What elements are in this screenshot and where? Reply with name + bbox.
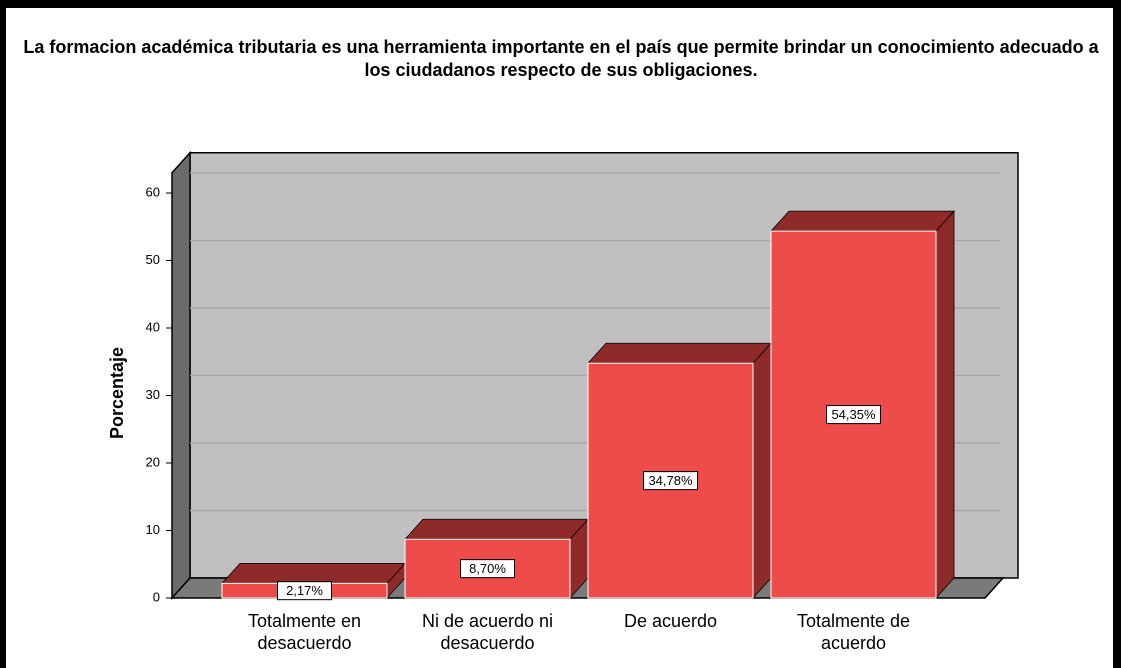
- value-label-box: [277, 581, 332, 601]
- bar-side: [752, 342, 772, 600]
- y-tick-label: 20: [146, 454, 160, 469]
- value-label: 34,78%: [648, 473, 693, 488]
- x-tick-label: Totalmente de acuerdo: [796, 611, 911, 653]
- y-axis-label: Porcentaje: [107, 347, 127, 439]
- y-tick-label: 30: [146, 387, 160, 402]
- value-label: 8,70%: [469, 561, 506, 576]
- y-tick-label: 40: [146, 319, 160, 334]
- bar-top: [404, 518, 589, 540]
- value-label-box: [460, 559, 515, 579]
- y-tick-label: 50: [146, 252, 160, 267]
- value-label: 2,17%: [286, 583, 323, 598]
- bar-side: [935, 210, 955, 600]
- chart-title: La formacion académica tributaria es una…: [23, 37, 1099, 80]
- bar-top: [587, 342, 772, 364]
- value-label: 54,35%: [831, 407, 876, 422]
- y-tick-label: 10: [146, 522, 160, 537]
- x-tick-label: De acuerdo: [623, 611, 718, 631]
- y-tick-label: 60: [146, 184, 160, 199]
- x-tick-label: Ni de acuerdo ni desacuerdo: [421, 611, 554, 653]
- bar-top: [770, 210, 955, 232]
- plot: Porcentaje 0 10 20 30 40 50 60 2,17% 8,70% 34,78%…: [107, 150, 1019, 604]
- value-label-box: [643, 471, 698, 491]
- bar-top: [221, 562, 406, 584]
- x-tick-label: Totalmente en desacuerdo: [247, 611, 362, 653]
- y-tick-label: 0: [153, 589, 160, 604]
- value-label-box: [826, 405, 881, 425]
- side-wall: [171, 150, 191, 600]
